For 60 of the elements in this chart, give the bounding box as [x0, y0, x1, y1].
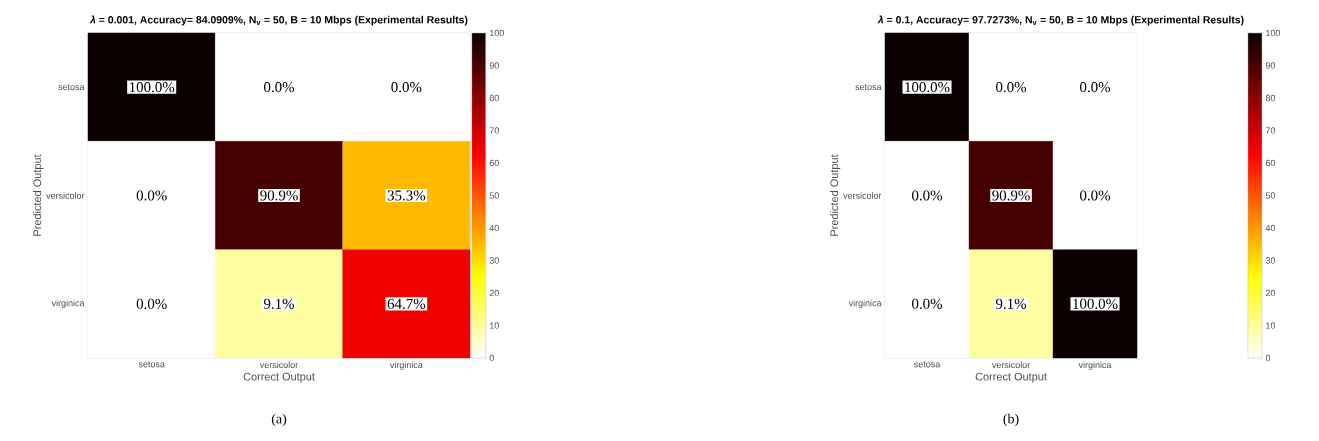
- data-label: 9.1%: [263, 298, 295, 309]
- x-axis-title: Correct Output: [975, 372, 1047, 383]
- data-label: 0.0%: [264, 82, 295, 93]
- color-bar-label: 90: [489, 62, 499, 69]
- text: (a): [271, 413, 287, 427]
- x-tick-label: virginica: [389, 361, 423, 370]
- y-axis-title: Predicted Output: [33, 154, 44, 236]
- chart-title: λ = 0.001, Accuracy= 84.0909%, N$_{v}$ = 50, B = 10 Mbps (Experimental Results): [89, 15, 468, 26]
- data-label: 100.0%: [129, 82, 175, 93]
- x-tick-label: setosa: [914, 361, 941, 368]
- color-bar-label: 90: [1265, 62, 1276, 69]
- color-bar-label: 100: [1266, 29, 1281, 37]
- color-bar-label: 50: [1265, 192, 1276, 199]
- data-label: 0.0%: [912, 190, 943, 201]
- x-tick-label: setosa: [138, 361, 165, 368]
- data-label: 0.0%: [912, 298, 943, 309]
- color-bar-label: 0: [1265, 354, 1271, 362]
- data-label: 90.9%: [260, 190, 298, 201]
- y-tick-label: versicolor: [46, 192, 85, 199]
- color-bar-label: 20: [489, 289, 499, 297]
- x-axis-title: Correct Output: [243, 372, 315, 383]
- color-bar-label: 30: [489, 257, 499, 264]
- data-label: 0.0%: [391, 82, 422, 93]
- x-tick-label: versicolor: [259, 361, 299, 369]
- y-tick-label: virginica: [848, 299, 882, 308]
- color-bar-label: 10: [1266, 322, 1276, 329]
- text: (b): [1003, 413, 1019, 427]
- color-bar-label: 40: [1265, 224, 1276, 232]
- color-bar-label: 50: [489, 192, 499, 199]
- color-bar-label: 40: [489, 224, 499, 232]
- data-label: 0.0%: [1080, 190, 1111, 201]
- y-tick-label: versicolor: [843, 192, 882, 199]
- color-bar-label: 30: [1265, 257, 1276, 264]
- color-bar-label: 20: [1265, 289, 1276, 297]
- color-bar-label: 70: [1265, 127, 1276, 134]
- data-label: 64.7%: [387, 298, 426, 309]
- data-label: 100.0%: [1073, 298, 1118, 309]
- color-bar-label: 10: [489, 322, 499, 329]
- data-label: 35.3%: [387, 190, 426, 201]
- x-tick-label: virginica: [1078, 361, 1112, 370]
- color-bar-label: 60: [1265, 159, 1276, 167]
- y-tick-label: virginica: [51, 299, 85, 308]
- data-label: 100.0%: [905, 82, 950, 93]
- data-label: 0.0%: [136, 298, 167, 309]
- data-label: 90.9%: [992, 190, 1030, 201]
- y-tick-label: setosa: [58, 84, 85, 91]
- y-tick-label: setosa: [855, 84, 882, 91]
- data-label: 0.0%: [996, 82, 1027, 93]
- color-bar-label: 0: [489, 354, 494, 362]
- data-label: 0.0%: [1080, 82, 1111, 93]
- data-label: 9.1%: [995, 298, 1027, 309]
- y-axis-title: Predicted Output: [830, 154, 841, 236]
- chart-title: λ = 0.1, Accuracy= 97.7273%, N$_{v}$ = 50, B = 10 Mbps (Experimental Results): [877, 15, 1244, 26]
- x-tick-label: versicolor: [991, 361, 1031, 369]
- color-bar-label: 80: [1265, 94, 1276, 102]
- color-bar-label: 80: [489, 94, 499, 102]
- data-label: 0.0%: [136, 190, 167, 201]
- color-bar-label: 70: [489, 127, 499, 134]
- color-bar-label: 100: [489, 29, 504, 37]
- color-bar-label: 60: [489, 159, 499, 167]
